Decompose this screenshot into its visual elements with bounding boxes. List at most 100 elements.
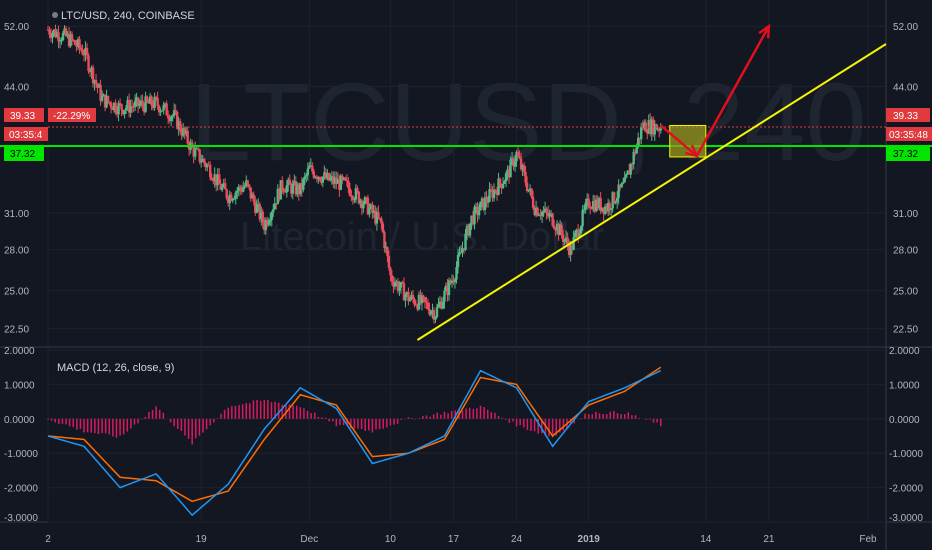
candle-body: [190, 142, 194, 148]
candle-body: [431, 310, 434, 312]
candle-body: [350, 195, 353, 197]
right-price-tags: 39.33 03:35:48 37.32: [886, 108, 932, 161]
candle-body: [540, 211, 544, 217]
candle-body: [49, 34, 53, 38]
candle-body: [178, 120, 182, 131]
candle-body: [629, 163, 632, 175]
candle-body: [231, 198, 234, 201]
candle-body: [198, 149, 201, 162]
candle-body: [246, 180, 249, 185]
candle-body: [347, 180, 350, 189]
candle-body: [380, 218, 383, 224]
symbol-icon: [52, 12, 58, 18]
candle-body: [405, 291, 409, 295]
candle-body: [378, 218, 382, 220]
candle-body: [392, 281, 395, 287]
candle-body: [554, 228, 557, 231]
candle-body: [537, 215, 541, 217]
candle-body: [52, 29, 56, 33]
candle-body: [186, 130, 189, 144]
price-candles: [46, 24, 662, 324]
candle-body: [453, 279, 457, 283]
candle-body: [626, 170, 629, 175]
candle-body: [564, 237, 568, 240]
candle-body: [492, 189, 496, 199]
candle-body: [504, 173, 508, 182]
candle-body: [78, 39, 81, 48]
candle-body: [51, 32, 54, 38]
candle-body: [486, 201, 490, 203]
last-price-tag-right: [886, 108, 930, 122]
candle-body: [622, 182, 625, 184]
price-tick-left: 25.00: [4, 287, 29, 298]
candle-body: [166, 115, 170, 119]
candle-body: [356, 188, 359, 192]
candle-body: [73, 40, 77, 45]
candle-body: [207, 164, 210, 166]
candle-body: [130, 106, 134, 108]
candle-body: [441, 301, 445, 309]
candle-body: [311, 165, 314, 172]
candle-body: [353, 199, 356, 201]
candle-body: [641, 127, 644, 129]
price-tick-left: 22.50: [4, 325, 29, 336]
candle-body: [87, 55, 90, 72]
time-tick: 2019: [578, 534, 601, 545]
candle-body: [91, 67, 95, 84]
candle-body: [569, 244, 572, 256]
candle-body: [163, 103, 167, 105]
candle-body: [637, 137, 640, 146]
candle-body: [168, 118, 171, 121]
candle-body: [512, 158, 515, 167]
candle-body: [345, 180, 349, 182]
candle-body: [193, 148, 197, 157]
candle-body: [606, 203, 610, 212]
candle-body: [335, 177, 338, 184]
candle-body: [195, 148, 198, 150]
candle-body: [476, 206, 479, 216]
candle-body: [625, 174, 628, 178]
candle-body: [558, 224, 562, 236]
candle-body: [408, 298, 412, 302]
candle-body: [288, 179, 291, 185]
candle-body: [297, 184, 301, 195]
candle-body: [136, 97, 140, 107]
candle-body: [148, 96, 152, 104]
candle-body: [618, 184, 622, 188]
candle-body: [597, 198, 601, 209]
candle-body: [435, 307, 439, 317]
candle-body: [467, 225, 470, 236]
candle-body: [174, 110, 177, 112]
candle-body: [351, 196, 355, 200]
candle-body: [371, 204, 374, 213]
candle-body: [434, 316, 437, 320]
candle-body: [120, 104, 123, 110]
price-tick-right: 52.00: [893, 22, 918, 33]
candle-body: [225, 189, 228, 199]
candle-body: [264, 219, 267, 231]
candle-body: [516, 151, 520, 156]
candle-body: [103, 94, 107, 108]
countdown-right: 03:35:48: [889, 130, 928, 141]
candle-body: [157, 105, 161, 113]
candle-body: [76, 39, 80, 47]
candle-body: [278, 188, 281, 200]
candle-body: [473, 207, 476, 225]
candle-body: [55, 32, 59, 38]
candle-body: [372, 210, 376, 213]
candle-body: [357, 191, 361, 204]
candle-body: [377, 212, 380, 219]
watermark-symbol: LTCUSD, 240: [190, 61, 867, 184]
candle-body: [407, 291, 410, 302]
candle-body: [429, 311, 433, 315]
candle-body: [281, 180, 284, 190]
candle-body: [99, 84, 102, 101]
candle-body: [255, 204, 258, 213]
candle-body: [321, 176, 325, 183]
candle-body: [219, 183, 222, 190]
candle-body: [230, 194, 233, 201]
candle-body: [261, 211, 264, 223]
candle-body: [114, 102, 117, 112]
candle-body: [612, 192, 616, 204]
